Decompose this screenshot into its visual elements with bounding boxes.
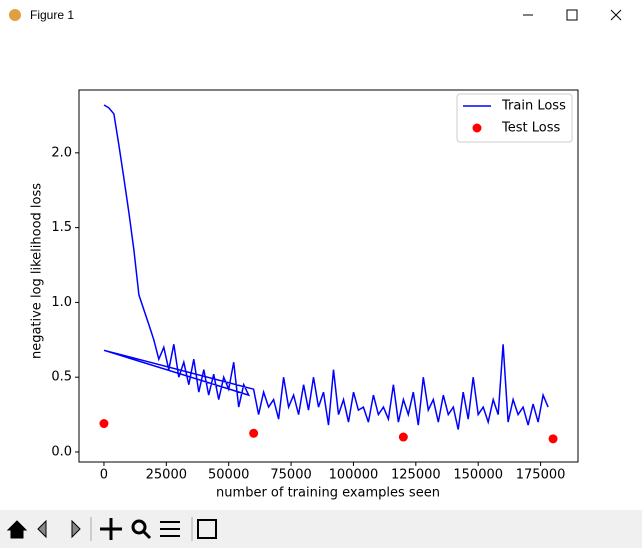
test-loss-point xyxy=(249,428,259,438)
toolbar-icons xyxy=(6,517,217,541)
test-loss-point xyxy=(548,434,558,444)
x-axis-label: number of training examples seen xyxy=(216,486,440,501)
test-loss-point xyxy=(398,432,408,442)
x-tick-label: 50000 xyxy=(208,468,249,483)
zoom-handle xyxy=(141,529,152,540)
save-button[interactable] xyxy=(197,519,217,539)
legend-label: Train Loss xyxy=(501,99,566,114)
configure-button[interactable] xyxy=(160,521,180,537)
window-title: Figure 1 xyxy=(30,8,74,22)
y-tick-label: 0.0 xyxy=(51,444,72,459)
x-tick-label: 125000 xyxy=(391,468,441,483)
train-loss-line xyxy=(103,104,549,430)
y-tick-label: 1.5 xyxy=(51,220,72,235)
toolbar xyxy=(0,510,642,548)
back-button[interactable] xyxy=(37,519,47,539)
x-tick-label: 0 xyxy=(100,468,108,483)
x-tick-label: 25000 xyxy=(146,468,187,483)
pan-button[interactable] xyxy=(100,518,122,540)
x-tick-label: 175000 xyxy=(516,468,566,483)
title-bar: Figure 1 xyxy=(9,8,622,22)
y-tick-label: 1.0 xyxy=(51,295,72,310)
forward-button[interactable] xyxy=(71,519,81,539)
y-axis-label: negative log likelihood loss xyxy=(30,183,45,359)
home-button[interactable] xyxy=(6,520,28,539)
plot-frame xyxy=(78,89,579,463)
plot: number of training examples seen negativ… xyxy=(30,183,440,501)
test-loss-point xyxy=(99,419,109,429)
y-tick-label: 0.5 xyxy=(51,370,72,385)
x-tick-label: 100000 xyxy=(329,468,379,483)
close-button[interactable] xyxy=(610,9,622,21)
app-icon xyxy=(9,9,21,21)
x-tick-label: 150000 xyxy=(453,468,503,483)
legend-label: Test Loss xyxy=(501,121,560,136)
legend-swatch xyxy=(472,123,482,133)
maximize-button[interactable] xyxy=(566,9,578,21)
y-tick-label: 2.0 xyxy=(51,145,72,160)
zoom-button[interactable] xyxy=(131,519,147,535)
x-tick-label: 75000 xyxy=(270,468,311,483)
